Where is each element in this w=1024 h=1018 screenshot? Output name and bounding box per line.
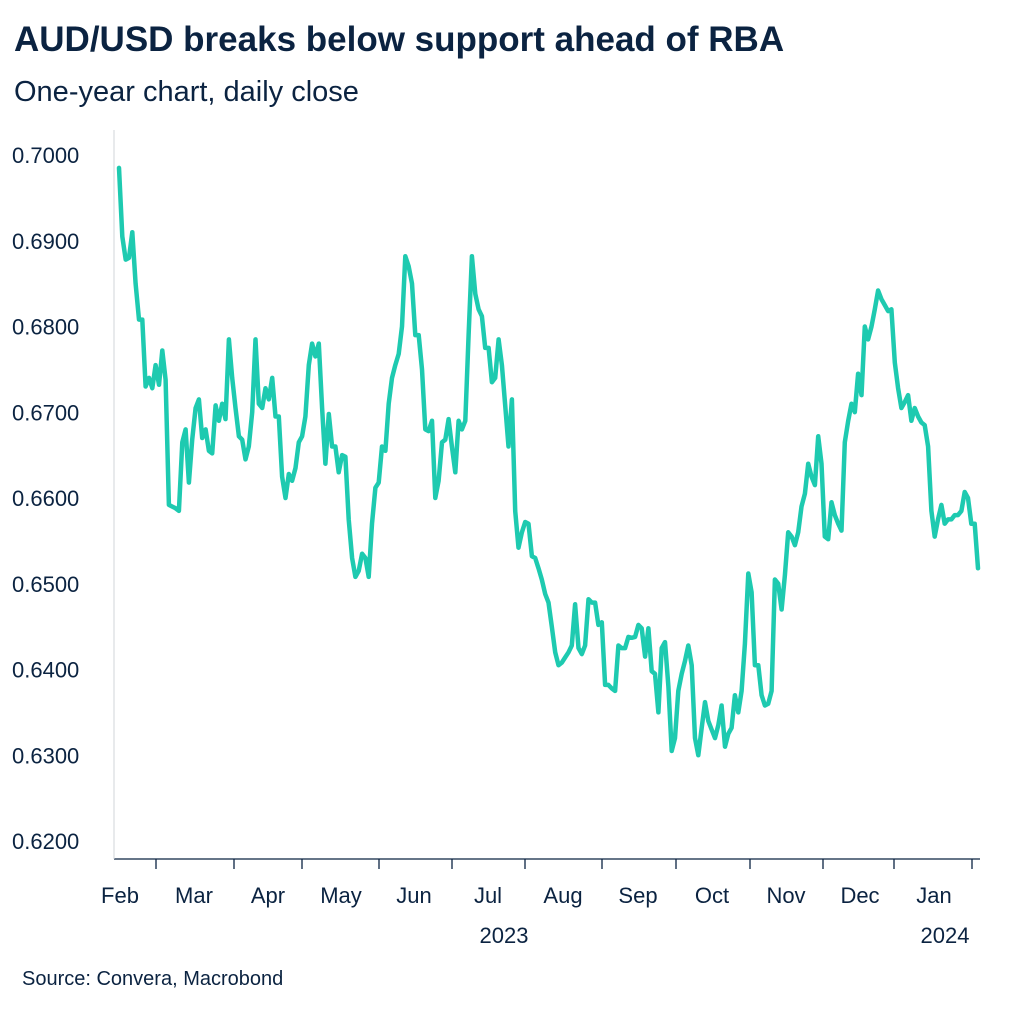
y-tick-label: 0.6800 xyxy=(12,315,79,340)
x-tick-label: Aug xyxy=(543,883,582,908)
y-tick-label: 0.6300 xyxy=(12,743,79,768)
x-tick-label: Oct xyxy=(695,883,729,908)
x-tick-label: Jun xyxy=(396,883,431,908)
x-tick-label: Jul xyxy=(474,883,502,908)
x-tick-label: Apr xyxy=(251,883,285,908)
y-tick-label: 0.6700 xyxy=(12,400,79,425)
y-tick-label: 0.6600 xyxy=(12,486,79,511)
chart-subtitle: One-year chart, daily close xyxy=(14,76,359,108)
x-tick-label: Nov xyxy=(766,883,805,908)
x-tick-label: Sep xyxy=(618,883,657,908)
y-tick-label: 0.6200 xyxy=(12,829,79,854)
y-tick-label: 0.7000 xyxy=(12,143,79,168)
source-note: Source: Convera, Macrobond xyxy=(22,968,284,990)
x-tick-label: May xyxy=(320,883,362,908)
x-tick-label: Jan xyxy=(916,883,951,908)
chart-title: AUD/USD breaks below support ahead of RB… xyxy=(14,20,785,59)
x-axis: Feb Mar Apr May Jun Jul Aug Sep Oct Nov Dec Jan 2023… xyxy=(101,130,980,948)
series-line-audusd xyxy=(116,165,981,758)
year-label: 2023 xyxy=(480,923,529,948)
x-tick-label: Mar xyxy=(175,883,213,908)
y-tick-label: 0.6900 xyxy=(12,229,79,254)
y-axis: 0.7000 0.6900 0.6800 0.6700 0.6600 0.6500 0.64… xyxy=(12,143,79,854)
series-group xyxy=(116,165,981,758)
x-tick-label: Dec xyxy=(840,883,879,908)
y-tick-label: 0.6500 xyxy=(12,572,79,597)
y-tick-label: 0.6400 xyxy=(12,658,79,683)
x-tick-label: Feb xyxy=(101,883,139,908)
year-label: 2024 xyxy=(921,923,970,948)
